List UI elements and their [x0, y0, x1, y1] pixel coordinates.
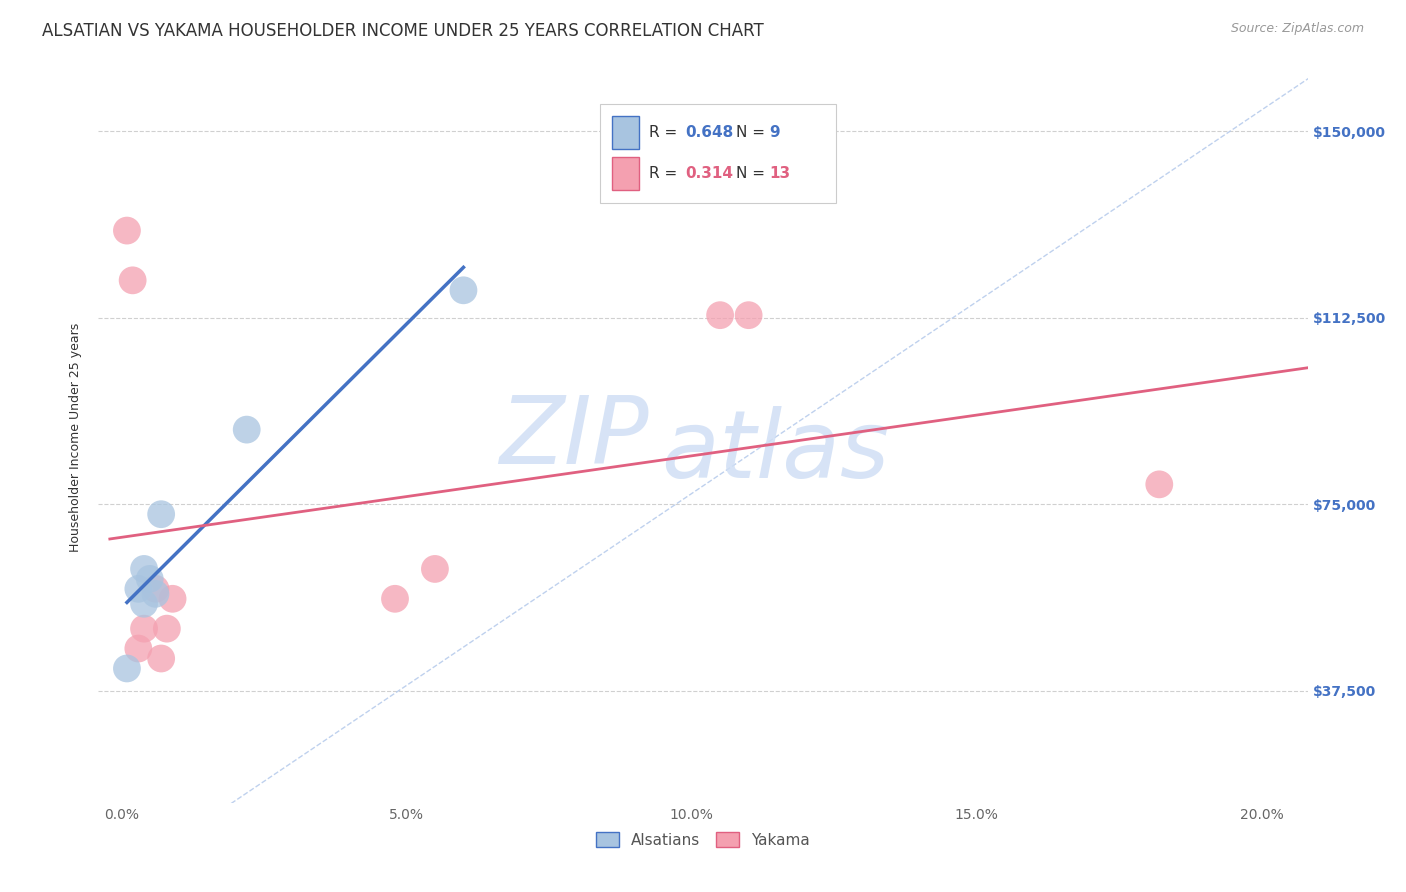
Text: N =: N = — [735, 166, 769, 181]
Point — [145, 582, 167, 596]
Point — [145, 587, 167, 601]
Point — [737, 308, 759, 322]
Text: 13: 13 — [769, 166, 790, 181]
Legend: Alsatians, Yakama: Alsatians, Yakama — [591, 825, 815, 854]
Text: R =: R = — [648, 166, 682, 181]
Point — [139, 572, 162, 586]
Text: 0.314: 0.314 — [685, 166, 733, 181]
Point — [235, 423, 257, 437]
Point — [162, 591, 184, 606]
Point — [115, 661, 138, 675]
Point — [121, 273, 143, 287]
FancyBboxPatch shape — [600, 104, 837, 203]
Bar — [613, 157, 638, 190]
Text: Source: ZipAtlas.com: Source: ZipAtlas.com — [1230, 22, 1364, 36]
Y-axis label: Householder Income Under 25 years: Householder Income Under 25 years — [69, 322, 83, 552]
Point — [115, 224, 138, 238]
Point — [150, 507, 173, 521]
Point — [1149, 477, 1171, 491]
Point — [132, 622, 155, 636]
Text: N =: N = — [735, 125, 769, 139]
Bar — [613, 116, 638, 149]
Point — [453, 283, 475, 297]
Text: 9: 9 — [769, 125, 780, 139]
Point — [132, 562, 155, 576]
Point — [709, 308, 731, 322]
Point — [150, 651, 173, 665]
Point — [156, 622, 179, 636]
Text: ZIP: ZIP — [499, 392, 648, 483]
Point — [127, 641, 149, 656]
Point — [384, 591, 406, 606]
Point — [132, 597, 155, 611]
Text: atlas: atlas — [661, 406, 889, 497]
Text: R =: R = — [648, 125, 682, 139]
Text: ALSATIAN VS YAKAMA HOUSEHOLDER INCOME UNDER 25 YEARS CORRELATION CHART: ALSATIAN VS YAKAMA HOUSEHOLDER INCOME UN… — [42, 22, 763, 40]
Text: 0.648: 0.648 — [685, 125, 733, 139]
Point — [423, 562, 446, 576]
Point — [127, 582, 149, 596]
